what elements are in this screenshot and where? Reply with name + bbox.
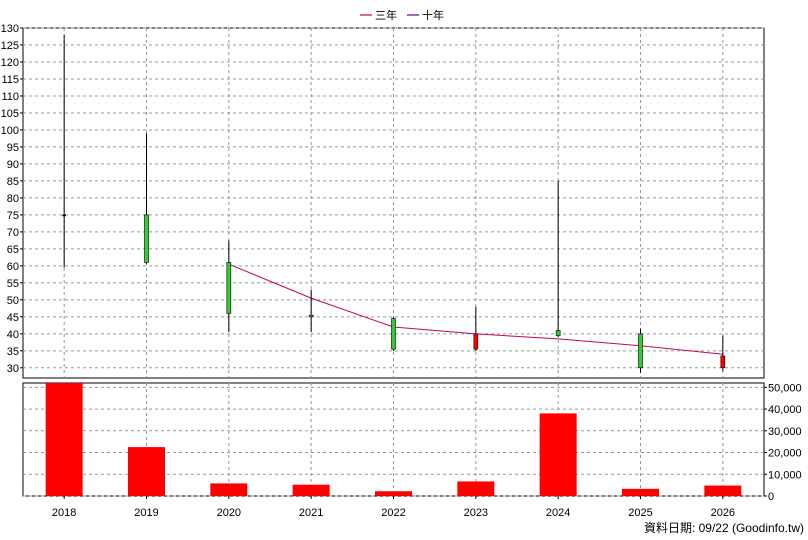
candle-body-2026 bbox=[720, 355, 726, 369]
candle-body-2019 bbox=[144, 214, 149, 263]
price-tick-label: 105 bbox=[1, 108, 19, 120]
x-tick-label-2021: 2021 bbox=[299, 507, 323, 519]
price-tick-label: 90 bbox=[7, 159, 19, 171]
volume-tick-label: 40,000 bbox=[768, 404, 802, 416]
x-axis: 2018 2019 2020 2021 2022 2023 2024 2025 2026 bbox=[52, 496, 735, 519]
x-tick-label-2024: 2024 bbox=[546, 507, 570, 519]
x-tick-label-2026: 2026 bbox=[711, 507, 735, 519]
candle-body-2020 bbox=[226, 262, 232, 314]
price-tick-label: 130 bbox=[1, 23, 19, 35]
volume-tick-label: 50,000 bbox=[768, 382, 802, 394]
volume-bar-2019 bbox=[128, 447, 165, 496]
volume-tick-label: 20,000 bbox=[768, 448, 802, 460]
price-tick-label: 55 bbox=[7, 278, 19, 290]
candle-body-2018 bbox=[62, 214, 66, 217]
volume-bar-2021 bbox=[292, 484, 330, 496]
price-tick-label: 30 bbox=[7, 363, 19, 375]
price-tick-label: 85 bbox=[7, 176, 19, 188]
price-tick-label: 80 bbox=[7, 193, 19, 205]
x-tick-label-2020: 2020 bbox=[217, 507, 241, 519]
price-tick-label: 75 bbox=[7, 210, 19, 222]
price-tick-label: 65 bbox=[7, 244, 19, 256]
legend-label-0: 三年 bbox=[375, 8, 397, 22]
volume-bar-2026 bbox=[704, 485, 742, 496]
volume-bar-2025 bbox=[622, 488, 659, 496]
volume-panel: 0 10,000 20,000 30,000 40,000 50,000 bbox=[22, 382, 802, 503]
candle-body-2021 bbox=[308, 314, 314, 318]
price-tick-label: 60 bbox=[7, 261, 19, 273]
price-tick-label: 45 bbox=[7, 312, 19, 324]
x-tick-label-2018: 2018 bbox=[52, 507, 76, 519]
candle-body-2022 bbox=[391, 318, 396, 350]
volume-bar-2018 bbox=[45, 383, 83, 496]
price-tick-label: 125 bbox=[1, 40, 19, 52]
volume-bar-2020 bbox=[210, 483, 248, 496]
x-tick-label-2023: 2023 bbox=[464, 507, 488, 519]
candle-body-2023 bbox=[473, 333, 479, 350]
volume-bar-2022 bbox=[375, 491, 412, 496]
data-date-footer: 資料日期: 09/22 (Goodinfo.tw) bbox=[643, 521, 804, 535]
price-tick-label: 35 bbox=[7, 346, 19, 358]
price-tick-label: 100 bbox=[1, 125, 19, 137]
legend-label-1: 十年 bbox=[422, 8, 444, 22]
volume-tick-label: 30,000 bbox=[768, 426, 802, 438]
x-tick-label-2019: 2019 bbox=[134, 507, 158, 519]
price-tick-label: 40 bbox=[7, 329, 19, 341]
volume-bar-2023 bbox=[457, 481, 495, 496]
price-panel: 30 35 40 45 50 55 60 65 70 75 80 85 90 95 100 105 110 115… bbox=[1, 23, 765, 379]
candle-body-2024 bbox=[555, 330, 561, 336]
price-tick-label: 120 bbox=[1, 57, 19, 69]
volume-bar-2024 bbox=[539, 413, 577, 496]
price-tick-label: 70 bbox=[7, 227, 19, 239]
candle-body-2025 bbox=[638, 333, 643, 369]
legend: 三年 十年 bbox=[360, 8, 444, 22]
x-tick-label-2022: 2022 bbox=[381, 507, 405, 519]
price-tick-label: 110 bbox=[1, 91, 19, 103]
price-tick-label: 95 bbox=[7, 142, 19, 154]
volume-tick-label: 0 bbox=[768, 491, 774, 503]
price-tick-label: 50 bbox=[7, 295, 19, 307]
volume-tick-label: 10,000 bbox=[768, 469, 802, 481]
price-tick-label: 115 bbox=[1, 74, 19, 86]
x-tick-label-2025: 2025 bbox=[628, 507, 652, 519]
